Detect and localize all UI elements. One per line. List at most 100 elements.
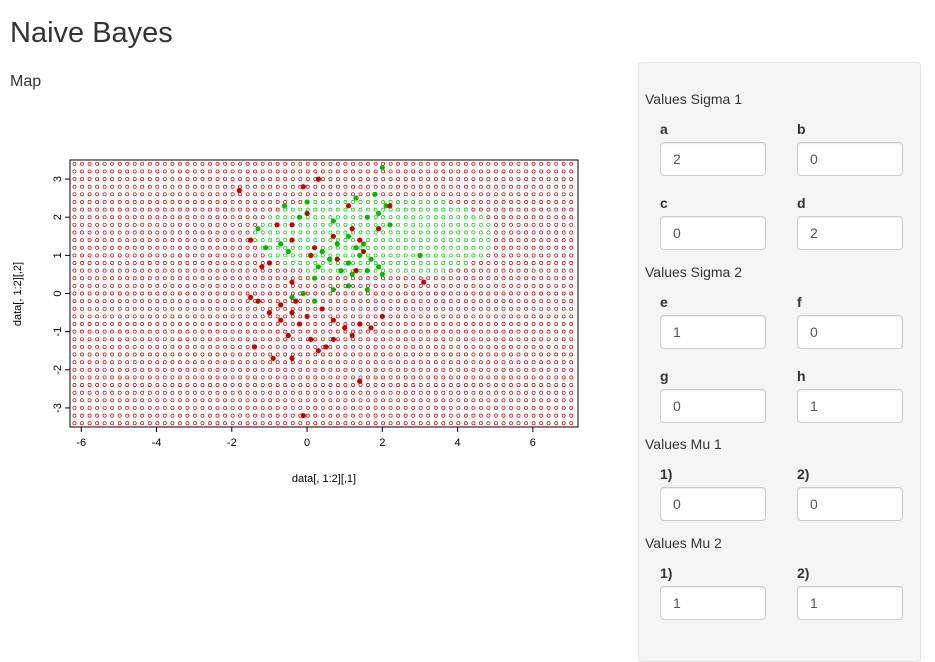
grid-point bbox=[531, 161, 536, 166]
grid-point bbox=[358, 207, 363, 212]
value-input[interactable] bbox=[797, 142, 903, 176]
grid-point bbox=[494, 352, 498, 357]
grid-point bbox=[117, 192, 122, 197]
grid-point bbox=[200, 177, 205, 182]
grid-point bbox=[253, 200, 258, 204]
grid-point bbox=[486, 261, 491, 265]
grid-point bbox=[223, 268, 227, 273]
value-input[interactable] bbox=[797, 487, 903, 521]
grid-point bbox=[290, 283, 295, 288]
grid-point bbox=[215, 169, 220, 174]
grid-point bbox=[132, 413, 137, 418]
grid-point bbox=[456, 283, 461, 288]
grid-point bbox=[147, 337, 152, 342]
grid-point bbox=[524, 261, 529, 265]
grid-point bbox=[208, 192, 212, 197]
grid-point bbox=[546, 207, 551, 212]
grid-point bbox=[185, 283, 190, 288]
grid-point bbox=[448, 215, 453, 220]
grid-point bbox=[238, 245, 243, 250]
grid-point bbox=[313, 344, 318, 349]
grid-point bbox=[388, 230, 393, 235]
grid-point bbox=[343, 291, 348, 296]
grid-point bbox=[328, 360, 333, 365]
grid-point bbox=[162, 337, 167, 342]
grid-point bbox=[441, 421, 446, 426]
grid-point bbox=[554, 352, 559, 357]
grid-point bbox=[253, 192, 258, 197]
grid-point bbox=[177, 314, 182, 319]
value-input[interactable] bbox=[660, 142, 766, 176]
grid-point bbox=[411, 398, 416, 403]
value-input[interactable] bbox=[660, 315, 766, 349]
grid-point bbox=[471, 421, 476, 426]
data-point bbox=[278, 241, 284, 247]
grid-point bbox=[283, 245, 288, 250]
grid-point bbox=[561, 390, 566, 395]
grid-point bbox=[268, 314, 273, 319]
grid-point bbox=[140, 268, 145, 273]
grid-point bbox=[554, 329, 559, 334]
grid-point bbox=[486, 200, 491, 204]
value-input[interactable] bbox=[797, 586, 903, 620]
grid-point bbox=[418, 329, 423, 334]
grid-point bbox=[230, 367, 235, 372]
data-point bbox=[289, 294, 295, 300]
grid-point bbox=[298, 253, 303, 258]
grid-point bbox=[328, 207, 333, 212]
grid-point bbox=[223, 398, 227, 403]
grid-point bbox=[463, 238, 468, 243]
grid-point bbox=[298, 222, 303, 227]
grid-point bbox=[170, 329, 175, 334]
grid-point bbox=[80, 306, 84, 311]
value-input[interactable] bbox=[797, 216, 903, 250]
grid-point bbox=[396, 360, 401, 365]
grid-point bbox=[561, 177, 566, 182]
grid-point bbox=[162, 184, 167, 189]
grid-point bbox=[147, 405, 152, 410]
grid-point bbox=[223, 352, 227, 357]
grid-point bbox=[298, 314, 303, 319]
grid-point bbox=[72, 367, 77, 372]
value-input[interactable] bbox=[660, 216, 766, 250]
grid-point bbox=[381, 192, 386, 197]
grid-point bbox=[463, 314, 468, 319]
grid-point bbox=[275, 215, 280, 220]
grid-point bbox=[125, 261, 130, 265]
grid-point bbox=[170, 314, 175, 319]
grid-point bbox=[335, 398, 340, 403]
grid-point bbox=[494, 421, 498, 426]
data-point bbox=[315, 348, 321, 354]
y-tick-label: -2 bbox=[52, 365, 64, 375]
value-input[interactable] bbox=[660, 487, 766, 521]
grid-point bbox=[478, 375, 483, 380]
grid-point bbox=[373, 207, 378, 212]
data-point bbox=[289, 222, 295, 228]
x-tick-label: 0 bbox=[304, 437, 310, 449]
grid-point bbox=[223, 177, 227, 182]
grid-point bbox=[215, 314, 220, 319]
grid-point bbox=[177, 238, 182, 243]
value-input[interactable] bbox=[660, 586, 766, 620]
grid-point bbox=[80, 299, 84, 304]
grid-point bbox=[343, 184, 348, 189]
value-input[interactable] bbox=[797, 315, 903, 349]
grid-point bbox=[238, 207, 243, 212]
grid-point bbox=[253, 268, 258, 273]
grid-point bbox=[426, 261, 431, 265]
grid-point bbox=[494, 291, 498, 296]
grid-point bbox=[140, 177, 145, 182]
grid-point bbox=[478, 314, 483, 319]
grid-point bbox=[426, 222, 431, 227]
grid-point bbox=[253, 222, 258, 227]
grid-point bbox=[433, 398, 438, 403]
grid-point bbox=[245, 360, 250, 365]
grid-point bbox=[471, 322, 476, 326]
grid-point bbox=[351, 367, 355, 372]
grid-point bbox=[524, 337, 529, 342]
value-input[interactable] bbox=[660, 389, 766, 423]
grid-point bbox=[343, 360, 348, 365]
grid-point bbox=[208, 383, 212, 387]
data-point bbox=[330, 317, 336, 323]
value-input[interactable] bbox=[797, 389, 903, 423]
